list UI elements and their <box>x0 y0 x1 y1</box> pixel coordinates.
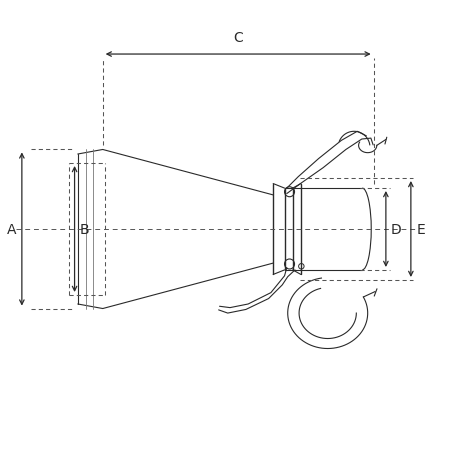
Text: B: B <box>79 223 89 236</box>
Text: C: C <box>233 31 242 45</box>
Text: A: A <box>7 223 17 236</box>
Text: E: E <box>415 223 424 236</box>
Text: D: D <box>390 223 400 236</box>
